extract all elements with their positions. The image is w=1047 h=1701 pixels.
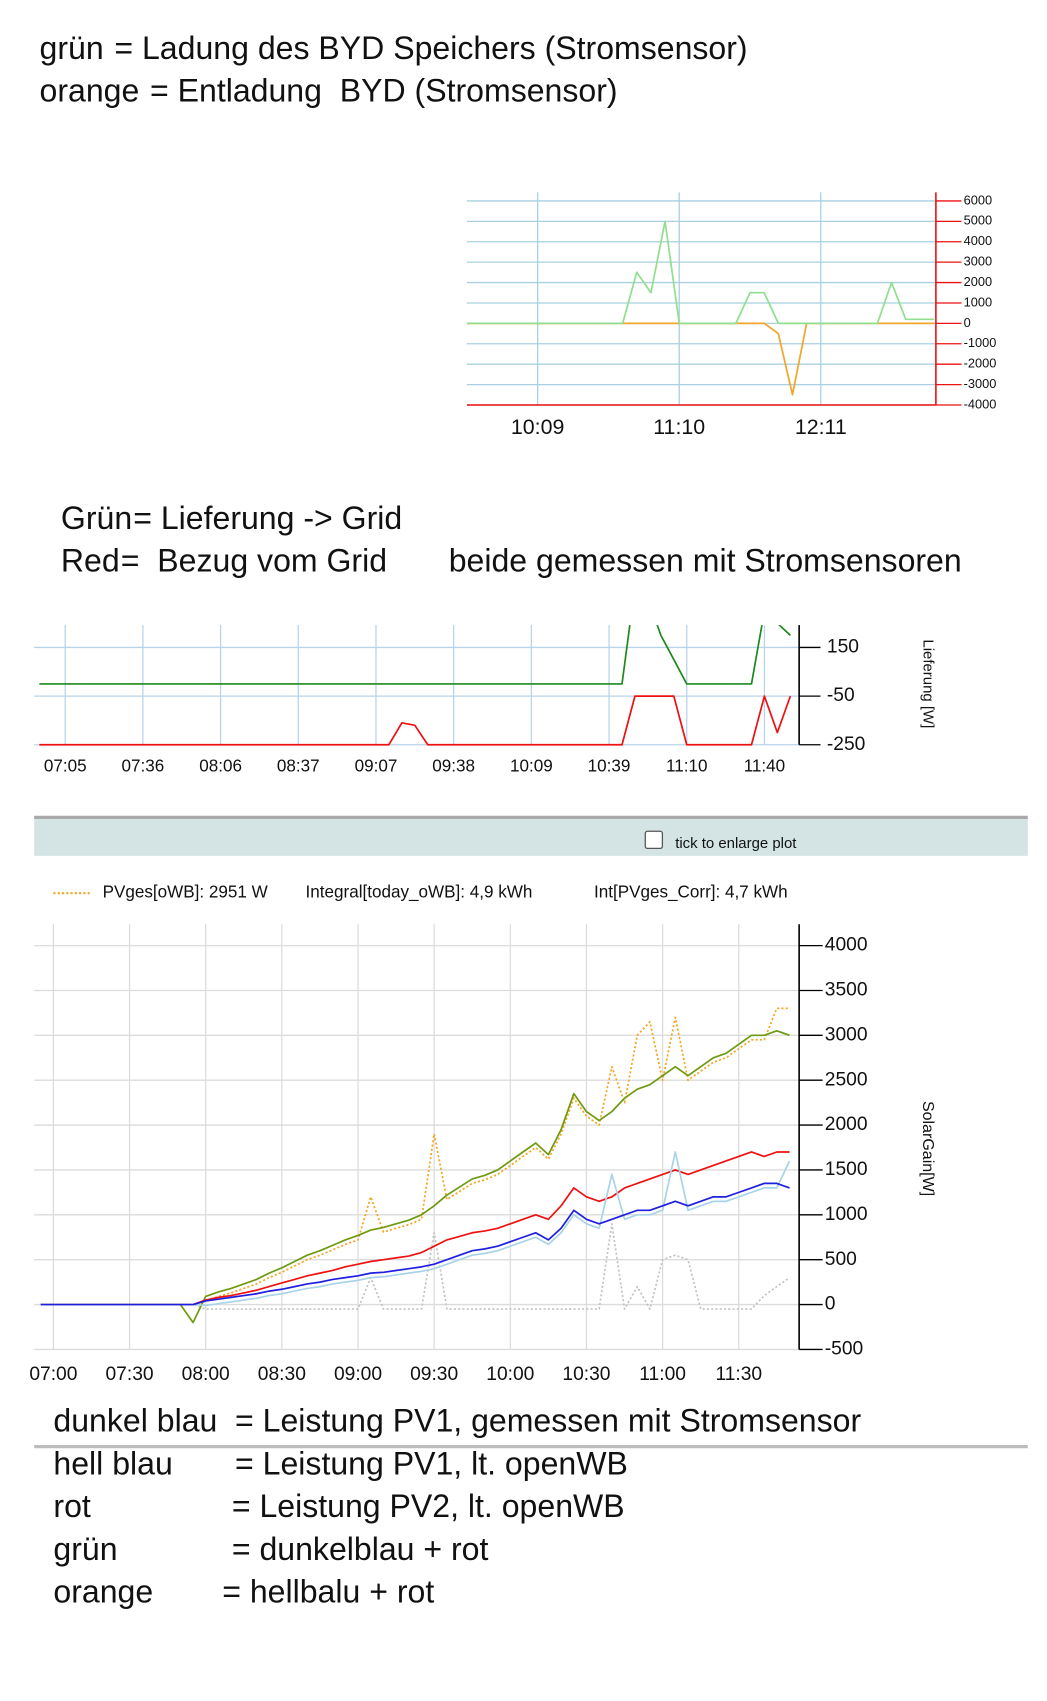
legend-name: Grün	[61, 500, 132, 536]
x-tick-label: 09:30	[410, 1364, 458, 1385]
y-axis-label: SolarGain[W]	[919, 1101, 937, 1196]
y-tick-label: 6000	[964, 192, 993, 207]
y-tick-label: 4000	[964, 233, 993, 248]
legend-description: = Entladung BYD (Stromsensor)	[150, 72, 618, 108]
y-tick-label: 5000	[964, 213, 993, 228]
checkbox-label[interactable]: tick to enlarge plot	[675, 835, 797, 852]
legend-name: rot	[53, 1488, 90, 1524]
x-tick-label: 07:30	[105, 1364, 153, 1385]
enlarge-checkbox[interactable]	[644, 830, 664, 850]
legend-description: = Leistung PV2, lt. openWB	[232, 1488, 625, 1524]
legend-description: = Leistung PV1, lt. openWB	[235, 1445, 628, 1481]
legend-description: = dunkelblau + rot	[232, 1531, 489, 1567]
y-tick-label: -2000	[964, 356, 997, 371]
legend-name: orange	[40, 72, 140, 108]
y-tick-label: -1000	[964, 335, 997, 350]
note: beide gemessen mit Stromsensoren	[449, 543, 962, 579]
toolbar	[34, 817, 1028, 856]
x-tick-label: 09:00	[334, 1364, 382, 1385]
legend-description: = Leistung PV1, gemessen mit Stromsensor	[235, 1403, 861, 1439]
legend-name: dunkel blau	[53, 1403, 217, 1439]
series-line	[466, 220, 935, 325]
y-tick-label: 500	[825, 1249, 857, 1270]
x-tick-label: 08:37	[277, 757, 320, 776]
y-tick-label: -4000	[964, 396, 997, 411]
y-tick-label: 3500	[825, 980, 868, 1001]
y-tick-label: 1000	[825, 1204, 868, 1225]
x-tick-label: 10:30	[562, 1364, 610, 1385]
legend-name: Red	[61, 543, 120, 579]
y-tick-label: 3000	[964, 254, 993, 269]
legend-name: grün	[40, 30, 104, 66]
x-tick-label: 08:06	[199, 757, 242, 776]
x-tick-label: 08:00	[182, 1364, 230, 1385]
plot-legend-label: Int[PVges_Corr]: 4,7 kWh	[594, 883, 788, 902]
x-tick-label: 09:38	[432, 757, 475, 776]
x-tick-label: 12:11	[795, 415, 847, 439]
y-tick-label: -500	[825, 1339, 863, 1360]
y-tick-label: 150	[827, 637, 859, 658]
x-tick-label: 10:09	[511, 415, 564, 439]
plot-legend-label: Integral[today_oWB]: 4,9 kWh	[306, 883, 533, 902]
y-tick-label: 0	[964, 315, 971, 330]
y-tick-label: 1500	[825, 1159, 868, 1180]
x-tick-label: 07:00	[29, 1364, 77, 1385]
y-tick-label: -3000	[964, 376, 997, 391]
x-tick-label: 11:30	[715, 1364, 762, 1385]
y-tick-label: 0	[825, 1294, 836, 1315]
legend-name: orange	[53, 1574, 153, 1610]
y-tick-label: 2000	[825, 1114, 868, 1135]
legend-description: = Lieferung -> Grid	[133, 500, 402, 536]
legend-description: = hellbalu + rot	[222, 1574, 434, 1610]
legend-name: grün	[53, 1531, 117, 1567]
x-tick-label: 08:30	[258, 1364, 306, 1385]
x-tick-label: 11:10	[666, 757, 707, 776]
x-tick-label: 07:05	[44, 757, 87, 776]
plot-legend-label: PVges[oWB]: 2951 W	[103, 883, 269, 902]
x-tick-label: 11:00	[639, 1364, 686, 1385]
y-tick-label: 2500	[825, 1069, 868, 1090]
x-tick-label: 11:40	[744, 757, 785, 776]
y-tick-label: 3000	[825, 1024, 868, 1045]
y-tick-label: 4000	[825, 935, 868, 956]
x-tick-label: 11:10	[653, 415, 705, 439]
series-line	[40, 1182, 790, 1306]
x-tick-label: 09:07	[355, 757, 398, 776]
series-line	[39, 695, 792, 746]
series-line	[39, 625, 791, 685]
x-tick-label: 10:00	[486, 1364, 534, 1385]
legend-description: = Ladung des BYD Speichers (Stromsensor)	[114, 30, 747, 66]
legend-name: hell blau	[53, 1445, 172, 1481]
y-tick-label: 2000	[964, 274, 993, 289]
y-tick-label: -250	[827, 734, 865, 755]
legend-description: = Bezug vom Grid	[121, 543, 387, 579]
y-tick-label: 1000	[964, 294, 993, 309]
y-axis-label: Lieferung [W]	[919, 639, 936, 728]
x-tick-label: 10:39	[588, 757, 631, 776]
x-tick-label: 07:36	[122, 757, 165, 776]
y-tick-label: -50	[827, 685, 855, 706]
x-tick-label: 10:09	[510, 757, 553, 776]
